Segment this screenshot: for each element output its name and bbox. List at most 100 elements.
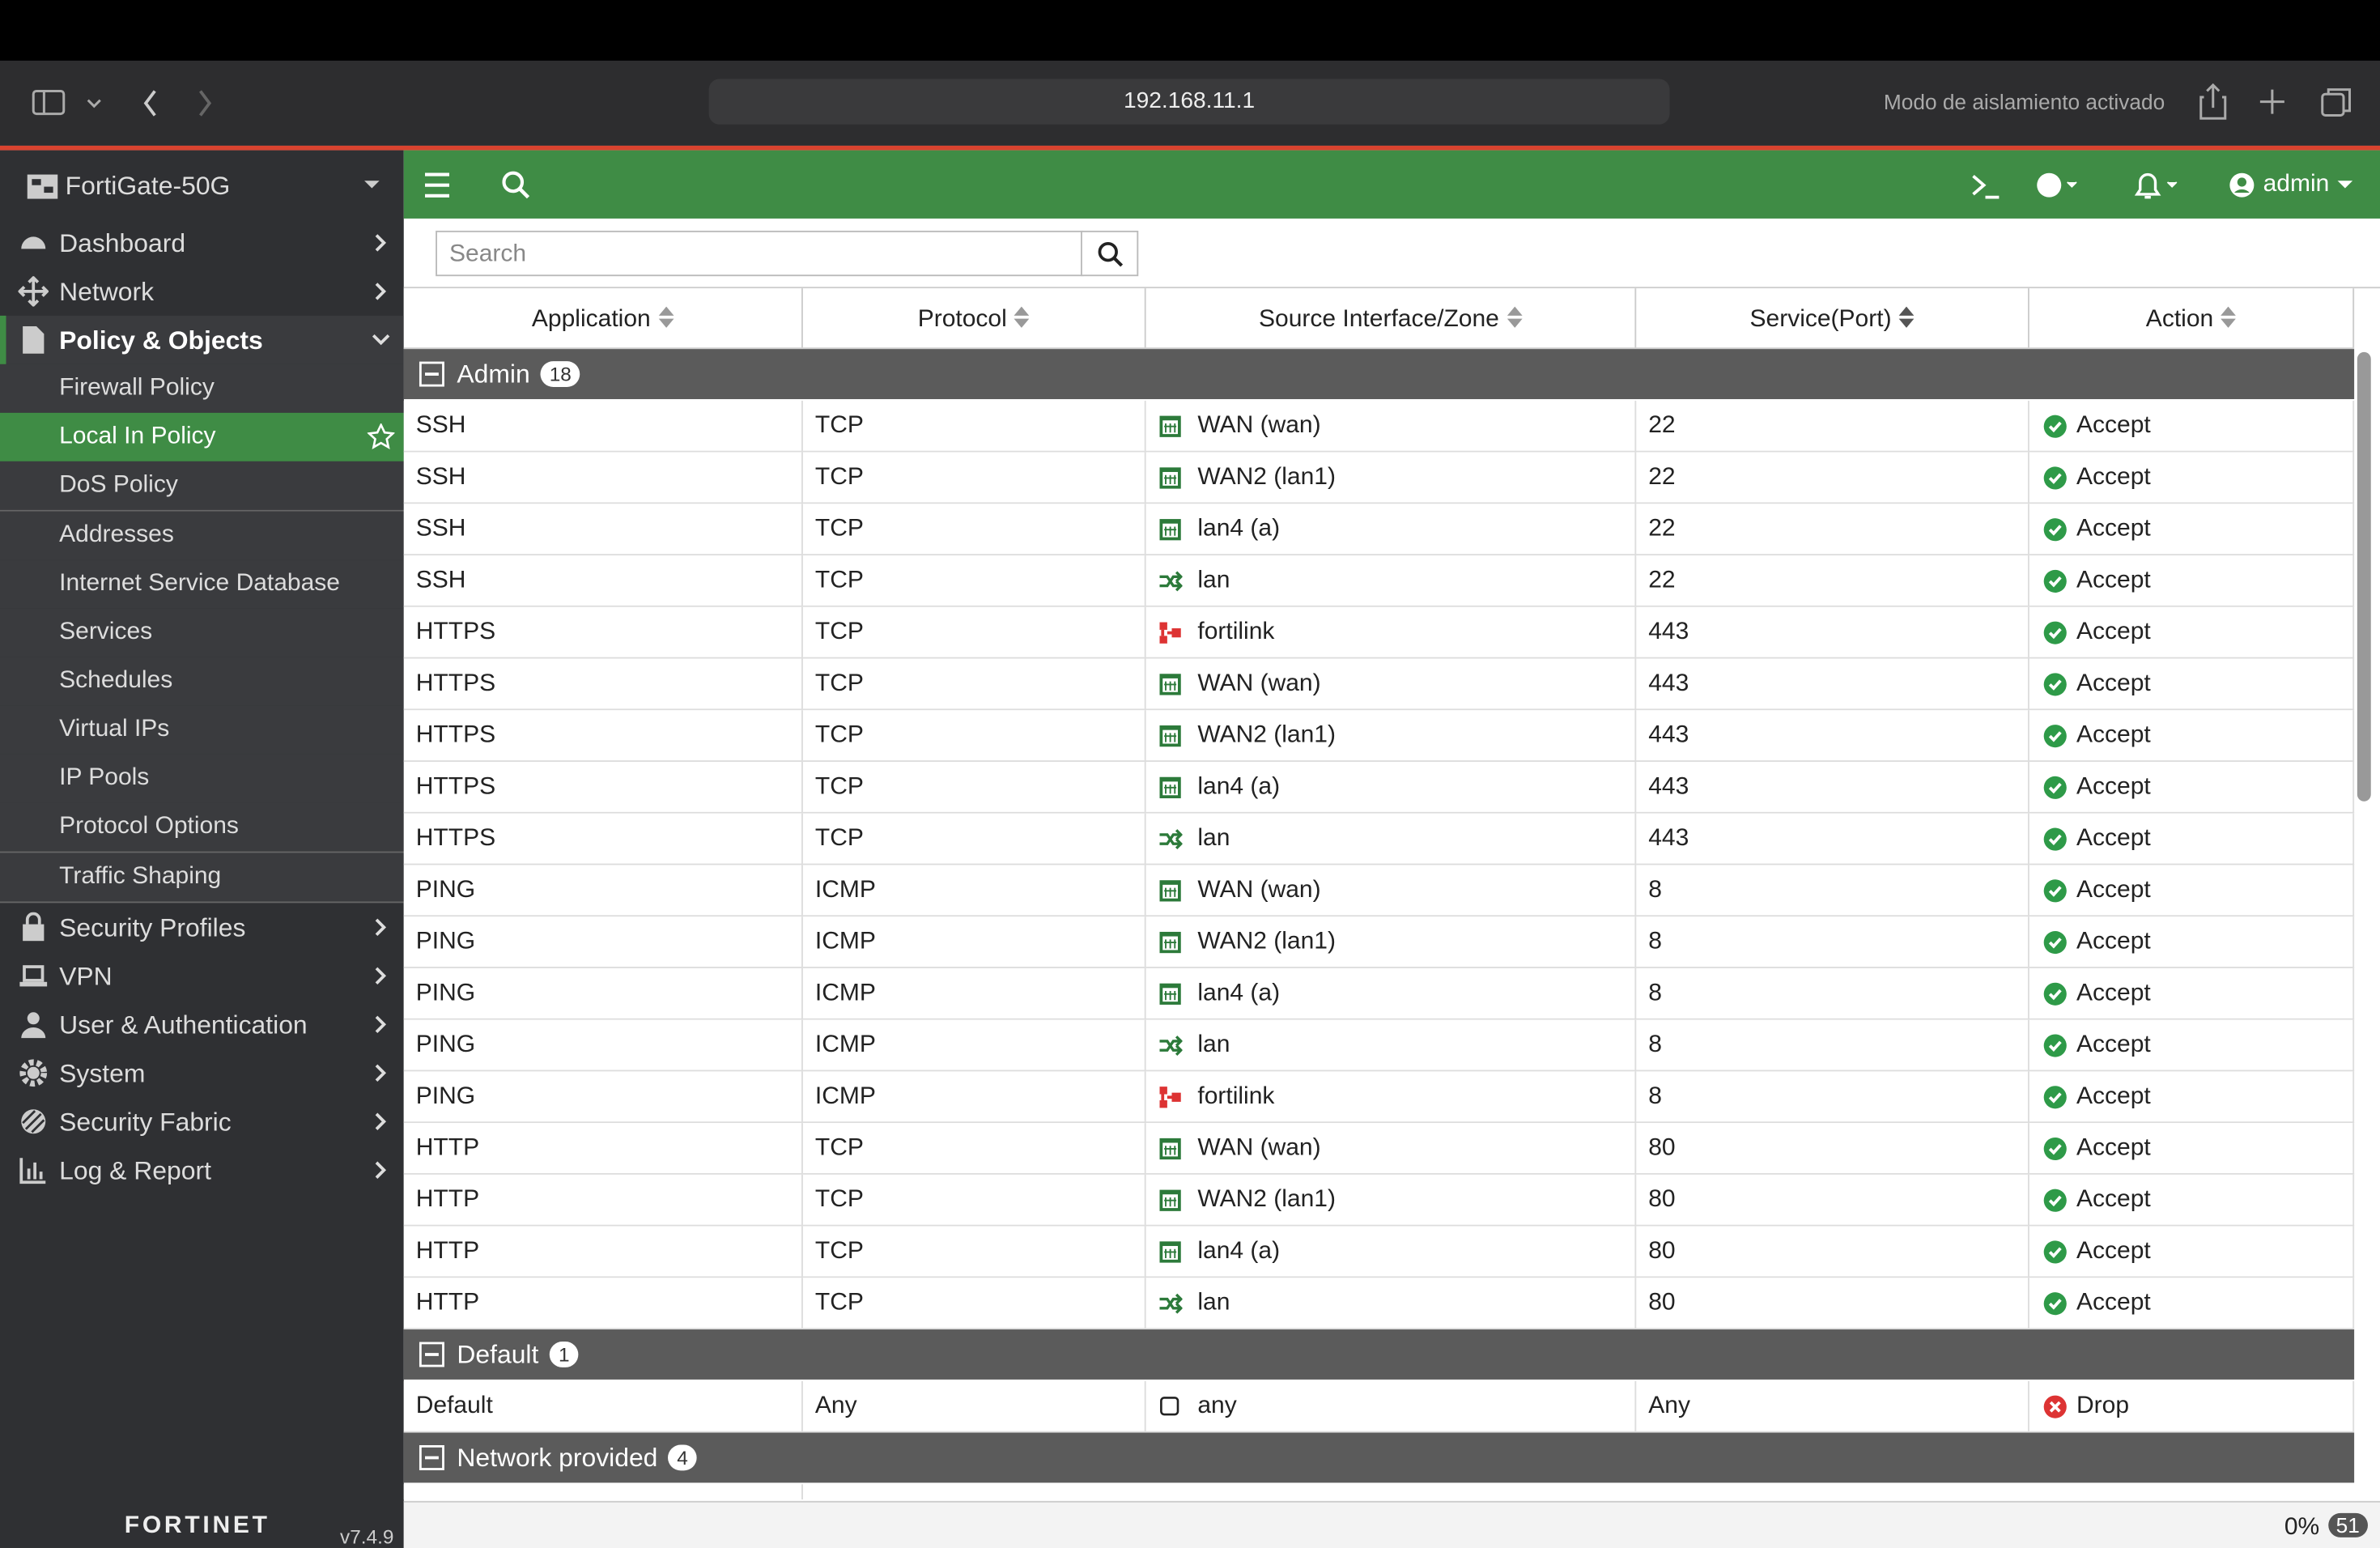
collapse-icon bbox=[419, 1444, 444, 1470]
scrollbar[interactable] bbox=[2357, 351, 2371, 802]
cell-text: 80 bbox=[1648, 1238, 1676, 1265]
device-name[interactable]: FortiGate-50G bbox=[65, 171, 231, 201]
policy-row[interactable]: Default Any any Any Drop bbox=[403, 1380, 2355, 1433]
submenu-item[interactable]: Virtual IPs bbox=[0, 705, 404, 755]
submenu-item[interactable]: Traffic Shaping bbox=[0, 853, 404, 902]
menu-item[interactable]: Log & Report bbox=[0, 1146, 404, 1194]
group-row[interactable]: Network provided 4 bbox=[403, 1432, 2355, 1483]
group-row[interactable]: Admin 18 bbox=[403, 349, 2355, 399]
table-cell: 443 bbox=[1636, 761, 2029, 814]
table-cell: TCP bbox=[803, 1123, 1146, 1175]
cell-text: Accept bbox=[2076, 1290, 2151, 1316]
table-cell: Accept bbox=[2029, 1226, 2355, 1278]
table-cell: Accept bbox=[2029, 761, 2355, 814]
submenu-separator bbox=[0, 509, 404, 512]
action-icon bbox=[2043, 1034, 2067, 1057]
table-cell: HTTPS bbox=[404, 761, 803, 814]
cell-text: Accept bbox=[2076, 929, 2151, 955]
cell-text: 8 bbox=[1648, 1031, 1662, 1058]
cell-text: PING bbox=[415, 929, 476, 955]
group-row[interactable]: Default 1 bbox=[403, 1329, 2355, 1380]
table-cell: Accept bbox=[2029, 968, 2355, 1020]
user-name[interactable]: admin bbox=[2263, 171, 2330, 198]
column-header[interactable]: Application bbox=[404, 288, 803, 348]
table-cell: HTTP bbox=[404, 1278, 803, 1330]
cell-text: Accept bbox=[2076, 1031, 2151, 1058]
menu-item[interactable]: Security Profiles bbox=[0, 903, 404, 951]
menu-item[interactable]: Dashboard bbox=[0, 219, 404, 267]
cell-text: ICMP bbox=[814, 1083, 876, 1110]
submenu-item[interactable]: Services bbox=[0, 608, 404, 657]
policy-row[interactable]: HTTP TCP WAN (wan) 80 Accept bbox=[403, 1123, 2355, 1175]
column-header[interactable]: Service(Port) bbox=[1636, 288, 2029, 348]
table-cell: SSH bbox=[404, 400, 803, 453]
table-cell: 8 bbox=[1636, 916, 2029, 968]
menu-item[interactable]: VPN bbox=[0, 951, 404, 1000]
submenu-item[interactable]: Protocol Options bbox=[0, 802, 404, 852]
policy-row[interactable]: HTTP TCP lan4 (a) 80 Accept bbox=[403, 1226, 2355, 1278]
policy-row[interactable]: PING ICMP WAN2 (lan1) 8 Accept bbox=[403, 916, 2355, 968]
submenu-item[interactable]: Addresses bbox=[0, 511, 404, 560]
table-cell: Accept bbox=[2029, 1019, 2355, 1072]
cell-text: lan4 (a) bbox=[1197, 980, 1281, 1006]
menu-item[interactable]: User & Authentication bbox=[0, 1000, 404, 1048]
policy-row[interactable]: HTTP TCP WAN2 (lan1) 80 Accept bbox=[403, 1174, 2355, 1227]
sidebar: FortiGate-50G Dashboard Network Policy & Ob… bbox=[0, 150, 404, 1548]
row-stub bbox=[403, 1484, 2355, 1500]
policy-row[interactable]: HTTPS TCP lan 443 Accept bbox=[403, 813, 2355, 865]
policy-row[interactable]: HTTPS TCP WAN (wan) 443 Accept bbox=[403, 658, 2355, 711]
submenu-item[interactable]: Schedules bbox=[0, 657, 404, 706]
table-cell: 8 bbox=[1636, 1019, 2029, 1072]
cell-text: Accept bbox=[2076, 1135, 2151, 1161]
group-name: Network provided bbox=[457, 1443, 658, 1473]
interface-icon bbox=[1159, 931, 1181, 954]
policy-row[interactable]: HTTPS TCP WAN2 (lan1) 443 Accept bbox=[403, 710, 2355, 762]
policy-row[interactable]: SSH TCP lan4 (a) 22 Accept bbox=[403, 504, 2355, 556]
menu-item[interactable]: Security Fabric bbox=[0, 1097, 404, 1146]
submenu-item[interactable]: IP Pools bbox=[0, 754, 404, 803]
submenu-item[interactable]: Local In Policy bbox=[0, 412, 404, 461]
menu-arrow bbox=[375, 967, 387, 985]
policy-row[interactable]: PING ICMP lan4 (a) 8 Accept bbox=[403, 968, 2355, 1020]
url-box[interactable]: 192.168.11.1 bbox=[708, 79, 1670, 125]
policy-row[interactable]: PING ICMP WAN (wan) 8 Accept bbox=[403, 865, 2355, 917]
policy-row[interactable]: SSH TCP lan 22 Accept bbox=[403, 555, 2355, 607]
policy-row[interactable]: HTTPS TCP fortilink 443 Accept bbox=[403, 606, 2355, 659]
menu-search-icons[interactable] bbox=[422, 170, 543, 200]
column-header[interactable]: Source Interface/Zone bbox=[1146, 288, 1637, 348]
cell-text: 22 bbox=[1648, 568, 1676, 593]
table-cell: PING bbox=[404, 1019, 803, 1072]
cell-text: any bbox=[1197, 1393, 1237, 1419]
interface-icon bbox=[1159, 674, 1181, 695]
policy-row[interactable]: HTTP TCP lan 80 Accept bbox=[403, 1278, 2355, 1330]
submenu-label: Addresses bbox=[59, 521, 174, 548]
column-header[interactable]: Protocol bbox=[803, 288, 1146, 348]
search-button[interactable] bbox=[1081, 230, 1139, 277]
menu-item[interactable]: Network bbox=[0, 267, 404, 316]
nav-buttons[interactable] bbox=[31, 85, 228, 121]
submenu-item[interactable]: DoS Policy bbox=[0, 461, 404, 510]
search-input[interactable]: Search bbox=[436, 230, 1084, 277]
action-icon bbox=[2043, 621, 2067, 644]
menu-item[interactable]: System bbox=[0, 1048, 404, 1097]
table-cell: 443 bbox=[1636, 710, 2029, 762]
cell-text: Accept bbox=[2076, 825, 2151, 852]
policy-row[interactable]: PING ICMP lan 8 Accept bbox=[403, 1019, 2355, 1072]
toolbar-icons[interactable] bbox=[1970, 170, 2229, 200]
menu-arrow bbox=[375, 1015, 387, 1033]
policy-row[interactable]: SSH TCP WAN (wan) 22 Accept bbox=[403, 400, 2355, 453]
cell-text: Accept bbox=[2076, 619, 2151, 645]
browser-actions[interactable] bbox=[2198, 82, 2365, 121]
submenu-item[interactable]: Internet Service Database bbox=[0, 559, 404, 609]
interface-icon bbox=[1159, 571, 1183, 592]
policy-row[interactable]: HTTPS TCP lan4 (a) 443 Accept bbox=[403, 761, 2355, 814]
column-header[interactable]: Action bbox=[2029, 288, 2355, 348]
cell-text: lan4 (a) bbox=[1197, 1238, 1281, 1265]
submenu-item[interactable]: Firewall Policy bbox=[0, 364, 404, 413]
menu-item[interactable]: Policy & Objects bbox=[0, 315, 404, 364]
policy-row[interactable]: SSH TCP WAN2 (lan1) 22 Accept bbox=[403, 452, 2355, 504]
policy-row[interactable]: PING ICMP fortilink 8 Accept bbox=[403, 1071, 2355, 1124]
cell-text: WAN2 (lan1) bbox=[1197, 929, 1336, 955]
interface-icon bbox=[1159, 983, 1181, 1005]
